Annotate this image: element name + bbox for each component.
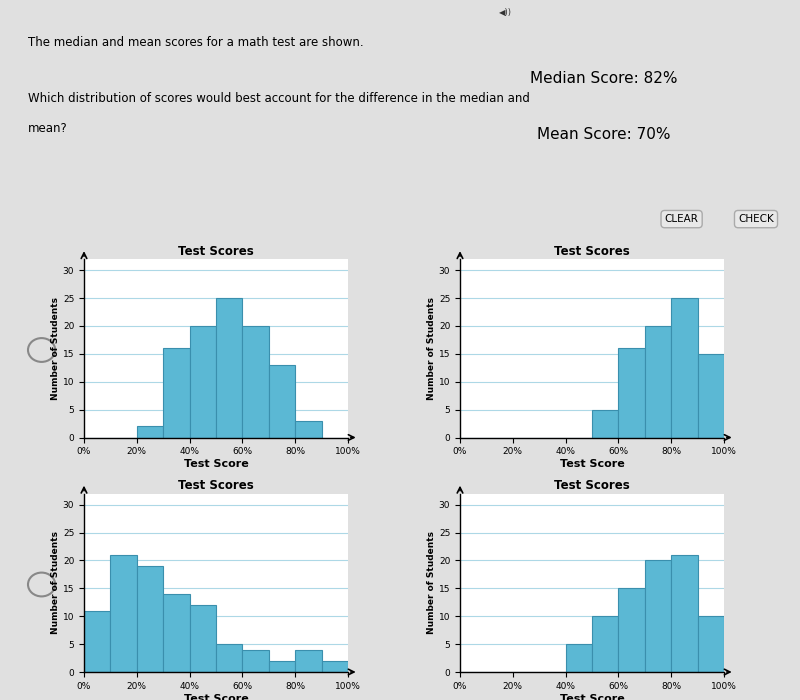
Text: Median Score: 82%: Median Score: 82%: [530, 71, 678, 86]
Text: Which distribution of scores would best account for the difference in the median: Which distribution of scores would best …: [28, 92, 530, 105]
Title: Test Scores: Test Scores: [554, 245, 630, 258]
Title: Test Scores: Test Scores: [178, 480, 254, 492]
Y-axis label: Number of Students: Number of Students: [427, 297, 436, 400]
Y-axis label: Number of Students: Number of Students: [51, 297, 60, 400]
Bar: [242, 650, 269, 672]
Bar: [84, 610, 110, 672]
Bar: [566, 644, 592, 672]
Bar: [110, 555, 137, 672]
Text: The median and mean scores for a math test are shown.: The median and mean scores for a math te…: [28, 36, 363, 49]
Bar: [645, 326, 671, 438]
Bar: [592, 410, 618, 438]
Bar: [698, 354, 724, 438]
X-axis label: Test Score: Test Score: [560, 694, 624, 700]
Bar: [671, 555, 698, 672]
Bar: [269, 661, 295, 672]
Bar: [216, 298, 242, 438]
X-axis label: Test Score: Test Score: [184, 694, 248, 700]
Bar: [592, 616, 618, 672]
Bar: [698, 616, 724, 672]
Bar: [295, 421, 322, 438]
Bar: [295, 650, 322, 672]
Bar: [242, 326, 269, 438]
X-axis label: Test Score: Test Score: [560, 459, 624, 469]
Y-axis label: Number of Students: Number of Students: [51, 531, 60, 634]
Title: Test Scores: Test Scores: [554, 480, 630, 492]
Bar: [137, 426, 163, 438]
Text: mean?: mean?: [28, 122, 67, 134]
Bar: [645, 561, 671, 672]
Bar: [671, 298, 698, 438]
Title: Test Scores: Test Scores: [178, 245, 254, 258]
Bar: [163, 349, 190, 438]
Text: CHECK: CHECK: [738, 214, 774, 224]
Bar: [618, 588, 645, 672]
Bar: [137, 566, 163, 672]
Bar: [163, 594, 190, 672]
Text: Mean Score: 70%: Mean Score: 70%: [538, 127, 670, 142]
X-axis label: Test Score: Test Score: [184, 459, 248, 469]
Bar: [190, 326, 216, 438]
Bar: [216, 644, 242, 672]
Bar: [190, 605, 216, 672]
Bar: [322, 661, 348, 672]
Y-axis label: Number of Students: Number of Students: [427, 531, 436, 634]
Text: ◀)): ◀)): [499, 8, 512, 17]
Bar: [269, 365, 295, 438]
Bar: [618, 349, 645, 438]
Text: CLEAR: CLEAR: [665, 214, 698, 224]
